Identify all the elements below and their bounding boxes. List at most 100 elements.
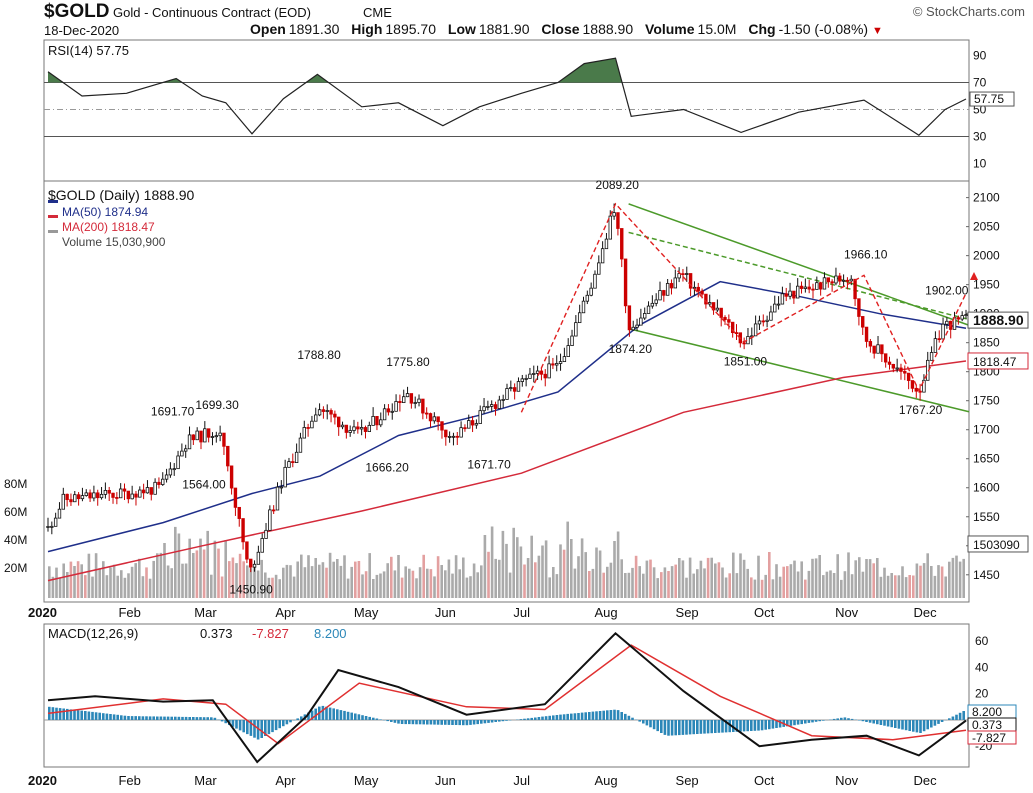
volume-bar — [66, 572, 69, 598]
macd-histogram-bar — [404, 720, 407, 725]
price-x-tick: Dec — [914, 605, 938, 620]
price-legend-item: Volume 15,030,900 — [62, 235, 166, 249]
macd-histogram-bar — [534, 717, 537, 720]
ma200-series — [47, 360, 967, 582]
macd-histogram-bar — [940, 720, 944, 722]
macd-histogram-bar — [804, 720, 807, 724]
macd-histogram-bar — [811, 720, 814, 723]
volume-bar — [296, 561, 299, 598]
macd-histogram-bar — [868, 720, 872, 723]
price-candle — [608, 215, 612, 240]
macd-histogram-bar — [98, 712, 101, 720]
macd-histogram-bar — [580, 712, 584, 720]
macd-histogram-bar — [616, 710, 620, 720]
macd-histogram-bar — [483, 720, 487, 724]
volume-bar — [652, 567, 656, 598]
macd-histogram-bar — [548, 715, 551, 720]
volume-bar — [364, 571, 368, 598]
macd-histogram-bar — [361, 715, 364, 720]
volume-bar — [433, 576, 436, 598]
macd-panel[interactable]: MACD(12,26,9) 0.373 -7.827 8.200 604020-208… — [28, 623, 1017, 788]
price-candle — [302, 427, 306, 439]
quote-date: 18-Dec-2020 — [44, 23, 120, 38]
macd-histogram-bar — [357, 714, 361, 720]
volume-bar — [678, 558, 681, 598]
volume-bar — [267, 577, 271, 598]
volume-bar — [663, 567, 667, 598]
price-candle — [84, 492, 88, 496]
macd-histogram-bar — [501, 720, 505, 722]
price-candle — [409, 393, 414, 404]
volume-bar — [609, 562, 613, 598]
macd-histogram-bar — [152, 716, 155, 720]
price-title: $GOLD (Daily) 1888.90 — [48, 187, 195, 203]
price-candle — [719, 307, 723, 318]
legend-swatch — [48, 230, 58, 233]
price-candle — [746, 336, 750, 345]
price-candle — [432, 416, 437, 422]
price-candle — [765, 319, 769, 322]
volume-bar — [292, 576, 296, 598]
volume-bar — [940, 566, 944, 598]
macd-histogram-bar — [642, 720, 645, 724]
macd-x-tick: 2020 — [28, 773, 57, 788]
macd-histogram-bar — [595, 711, 598, 720]
price-candle — [600, 248, 605, 264]
price-candle — [264, 529, 268, 539]
volume-bar — [429, 569, 433, 598]
macd-histogram-bar — [400, 720, 404, 724]
macd-histogram-bar — [199, 717, 202, 720]
macd-histogram-bar — [904, 720, 908, 731]
macd-histogram-bar — [444, 720, 447, 725]
price-candle — [627, 305, 632, 331]
brand-watermark[interactable]: © StockCharts.com — [912, 4, 1025, 19]
volume-bar — [555, 574, 559, 598]
volume-bar — [919, 565, 922, 598]
macd-legend-value: 0.373 — [200, 626, 233, 641]
channel-line — [628, 231, 970, 321]
macd-histogram-bar — [109, 714, 112, 720]
volume-bar — [458, 569, 461, 598]
volume-bar — [811, 558, 814, 598]
price-candle — [92, 492, 96, 499]
price-candle — [512, 387, 517, 392]
volume-bar — [926, 553, 929, 598]
macd-histogram-bar — [202, 717, 206, 720]
price-candle — [826, 277, 830, 283]
macd-histogram-bar — [163, 716, 166, 720]
price-candle — [99, 493, 104, 499]
price-candle — [887, 361, 892, 365]
volume-bar — [580, 538, 584, 598]
price-candle — [708, 302, 712, 305]
volume-bar — [660, 572, 663, 598]
price-candle — [631, 326, 635, 331]
price-candle — [474, 423, 479, 426]
volume-bar — [714, 563, 717, 598]
macd-histogram-bar — [663, 720, 667, 735]
macd-histogram-bar — [73, 709, 76, 720]
change-label: Chg — [748, 21, 776, 37]
rsi-legend: RSI(14) 57.75 — [48, 43, 129, 58]
price-candle — [543, 373, 547, 379]
volume-bar — [249, 568, 253, 598]
price-candle — [310, 420, 314, 429]
macd-histogram-bar — [256, 720, 260, 740]
macd-histogram-bar — [908, 720, 911, 731]
price-panel[interactable]: $GOLD (Daily) 1888.90 MA(50) 1874.94MA(20… — [4, 178, 1029, 620]
price-candle — [306, 427, 310, 429]
price-candle — [336, 416, 341, 428]
volume-bar — [462, 557, 465, 598]
price-tick-label: 2100 — [973, 191, 1000, 205]
volume-bar — [552, 567, 555, 598]
price-candle — [841, 279, 846, 282]
price-candle — [914, 387, 918, 392]
volume-bar — [710, 557, 713, 598]
volume-bar — [152, 560, 155, 598]
chart-header: $GOLD Gold - Continuous Contract (EOD) C… — [0, 0, 1033, 40]
volume-bar — [591, 568, 595, 598]
macd-histogram-bar — [116, 714, 119, 720]
macd-histogram-bar — [472, 720, 476, 725]
